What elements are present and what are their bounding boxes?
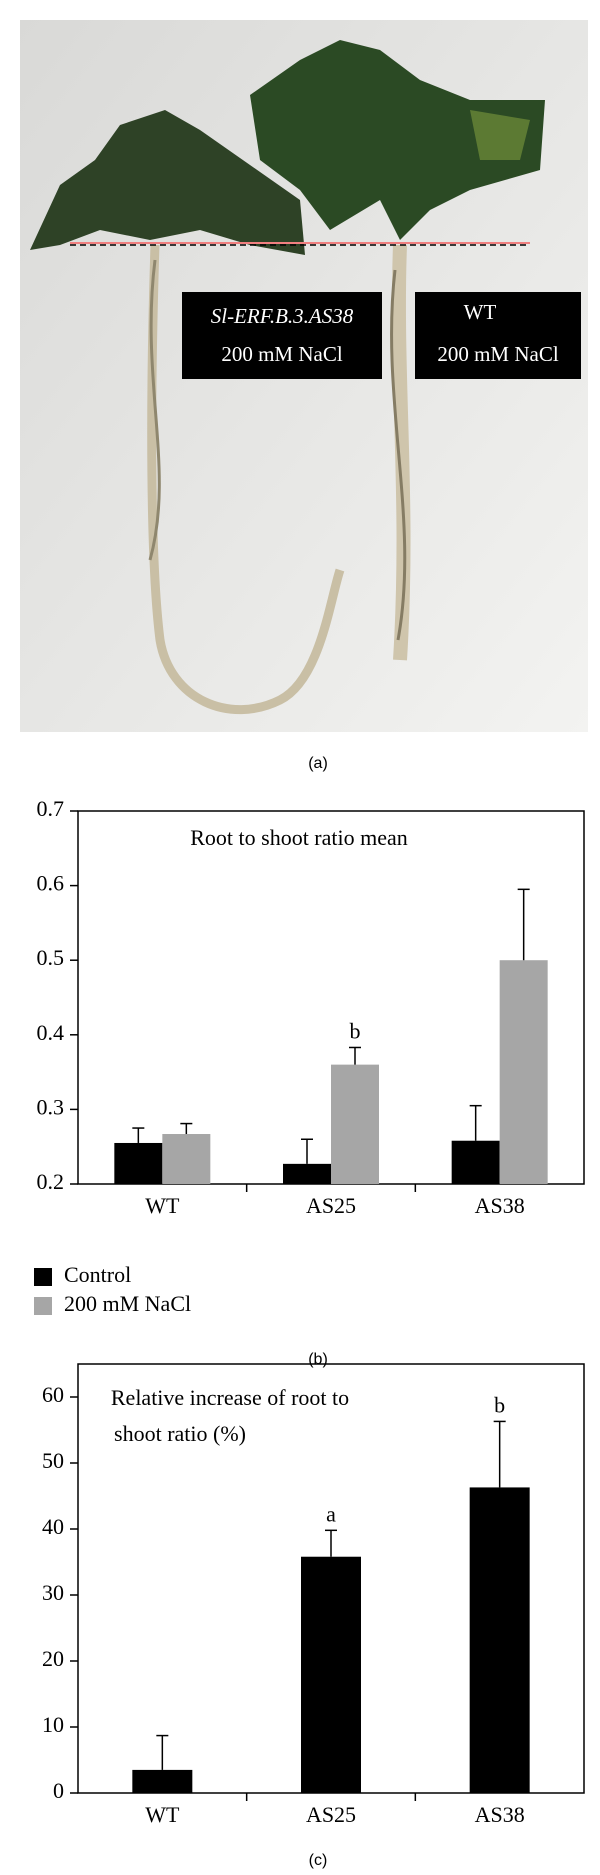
root: [390, 269, 407, 641]
bar: [162, 1134, 211, 1184]
y-tick-label: 50: [42, 1448, 64, 1473]
photo-label: 200 mM NaCl: [221, 342, 343, 366]
y-tick-label: 0.7: [37, 796, 65, 821]
chart-title: Relative increase of root to: [111, 1385, 349, 1410]
x-tick-label: WT: [145, 1802, 180, 1827]
bar: [301, 1556, 361, 1793]
x-tick-label: AS25: [306, 1193, 356, 1218]
y-tick-label: 10: [42, 1712, 64, 1737]
leaves: [470, 110, 530, 160]
root: [147, 244, 345, 715]
legend-swatch: [34, 1268, 52, 1286]
x-tick-label: AS38: [475, 1193, 525, 1218]
photo-label: WT: [464, 300, 497, 324]
root: [148, 259, 161, 561]
photo-label: Sl-ERF.B.3.AS38: [211, 304, 354, 328]
x-tick-label: WT: [145, 1193, 180, 1218]
y-tick-label: 0: [53, 1778, 64, 1803]
chart-title: shoot ratio (%): [114, 1421, 246, 1446]
y-tick-label: 30: [42, 1580, 64, 1605]
photo-label: 200 mM NaCl: [437, 342, 559, 366]
caption: (a): [308, 755, 328, 772]
x-tick-label: AS38: [475, 1802, 525, 1827]
y-tick-label: 0.4: [37, 1020, 65, 1045]
y-tick-label: 0.3: [37, 1094, 65, 1119]
leaves: [30, 110, 305, 255]
legend-label: Control: [64, 1262, 131, 1287]
caption: (c): [309, 1852, 328, 1869]
chart-title: Root to shoot ratio mean: [190, 825, 408, 850]
bar: [451, 1140, 500, 1184]
y-tick-label: 0.2: [37, 1169, 65, 1194]
y-tick-label: 20: [42, 1646, 64, 1671]
caption: (b): [308, 1351, 328, 1368]
label-box: [415, 292, 581, 379]
bar: [331, 1064, 379, 1184]
legend-swatch: [34, 1297, 52, 1315]
x-tick-label: AS25: [306, 1802, 356, 1827]
annotation: b: [494, 1392, 505, 1417]
y-tick-label: 40: [42, 1514, 64, 1539]
y-tick-label: 60: [42, 1382, 64, 1407]
bar: [499, 960, 548, 1184]
y-tick-label: 0.5: [37, 945, 65, 970]
annotation: b: [350, 1019, 361, 1044]
bar: [114, 1142, 163, 1184]
annotation: a: [326, 1501, 336, 1526]
bar: [283, 1163, 331, 1184]
label-box: [182, 292, 382, 379]
leaves: [250, 40, 545, 240]
legend-label: 200 mM NaCl: [64, 1291, 191, 1316]
bar: [469, 1487, 530, 1793]
bar: [132, 1769, 193, 1793]
photo: Sl-ERF.B.3.AS38 200 mM NaCl WT 200 mM Na…: [20, 20, 588, 772]
y-tick-label: 0.6: [37, 871, 65, 896]
